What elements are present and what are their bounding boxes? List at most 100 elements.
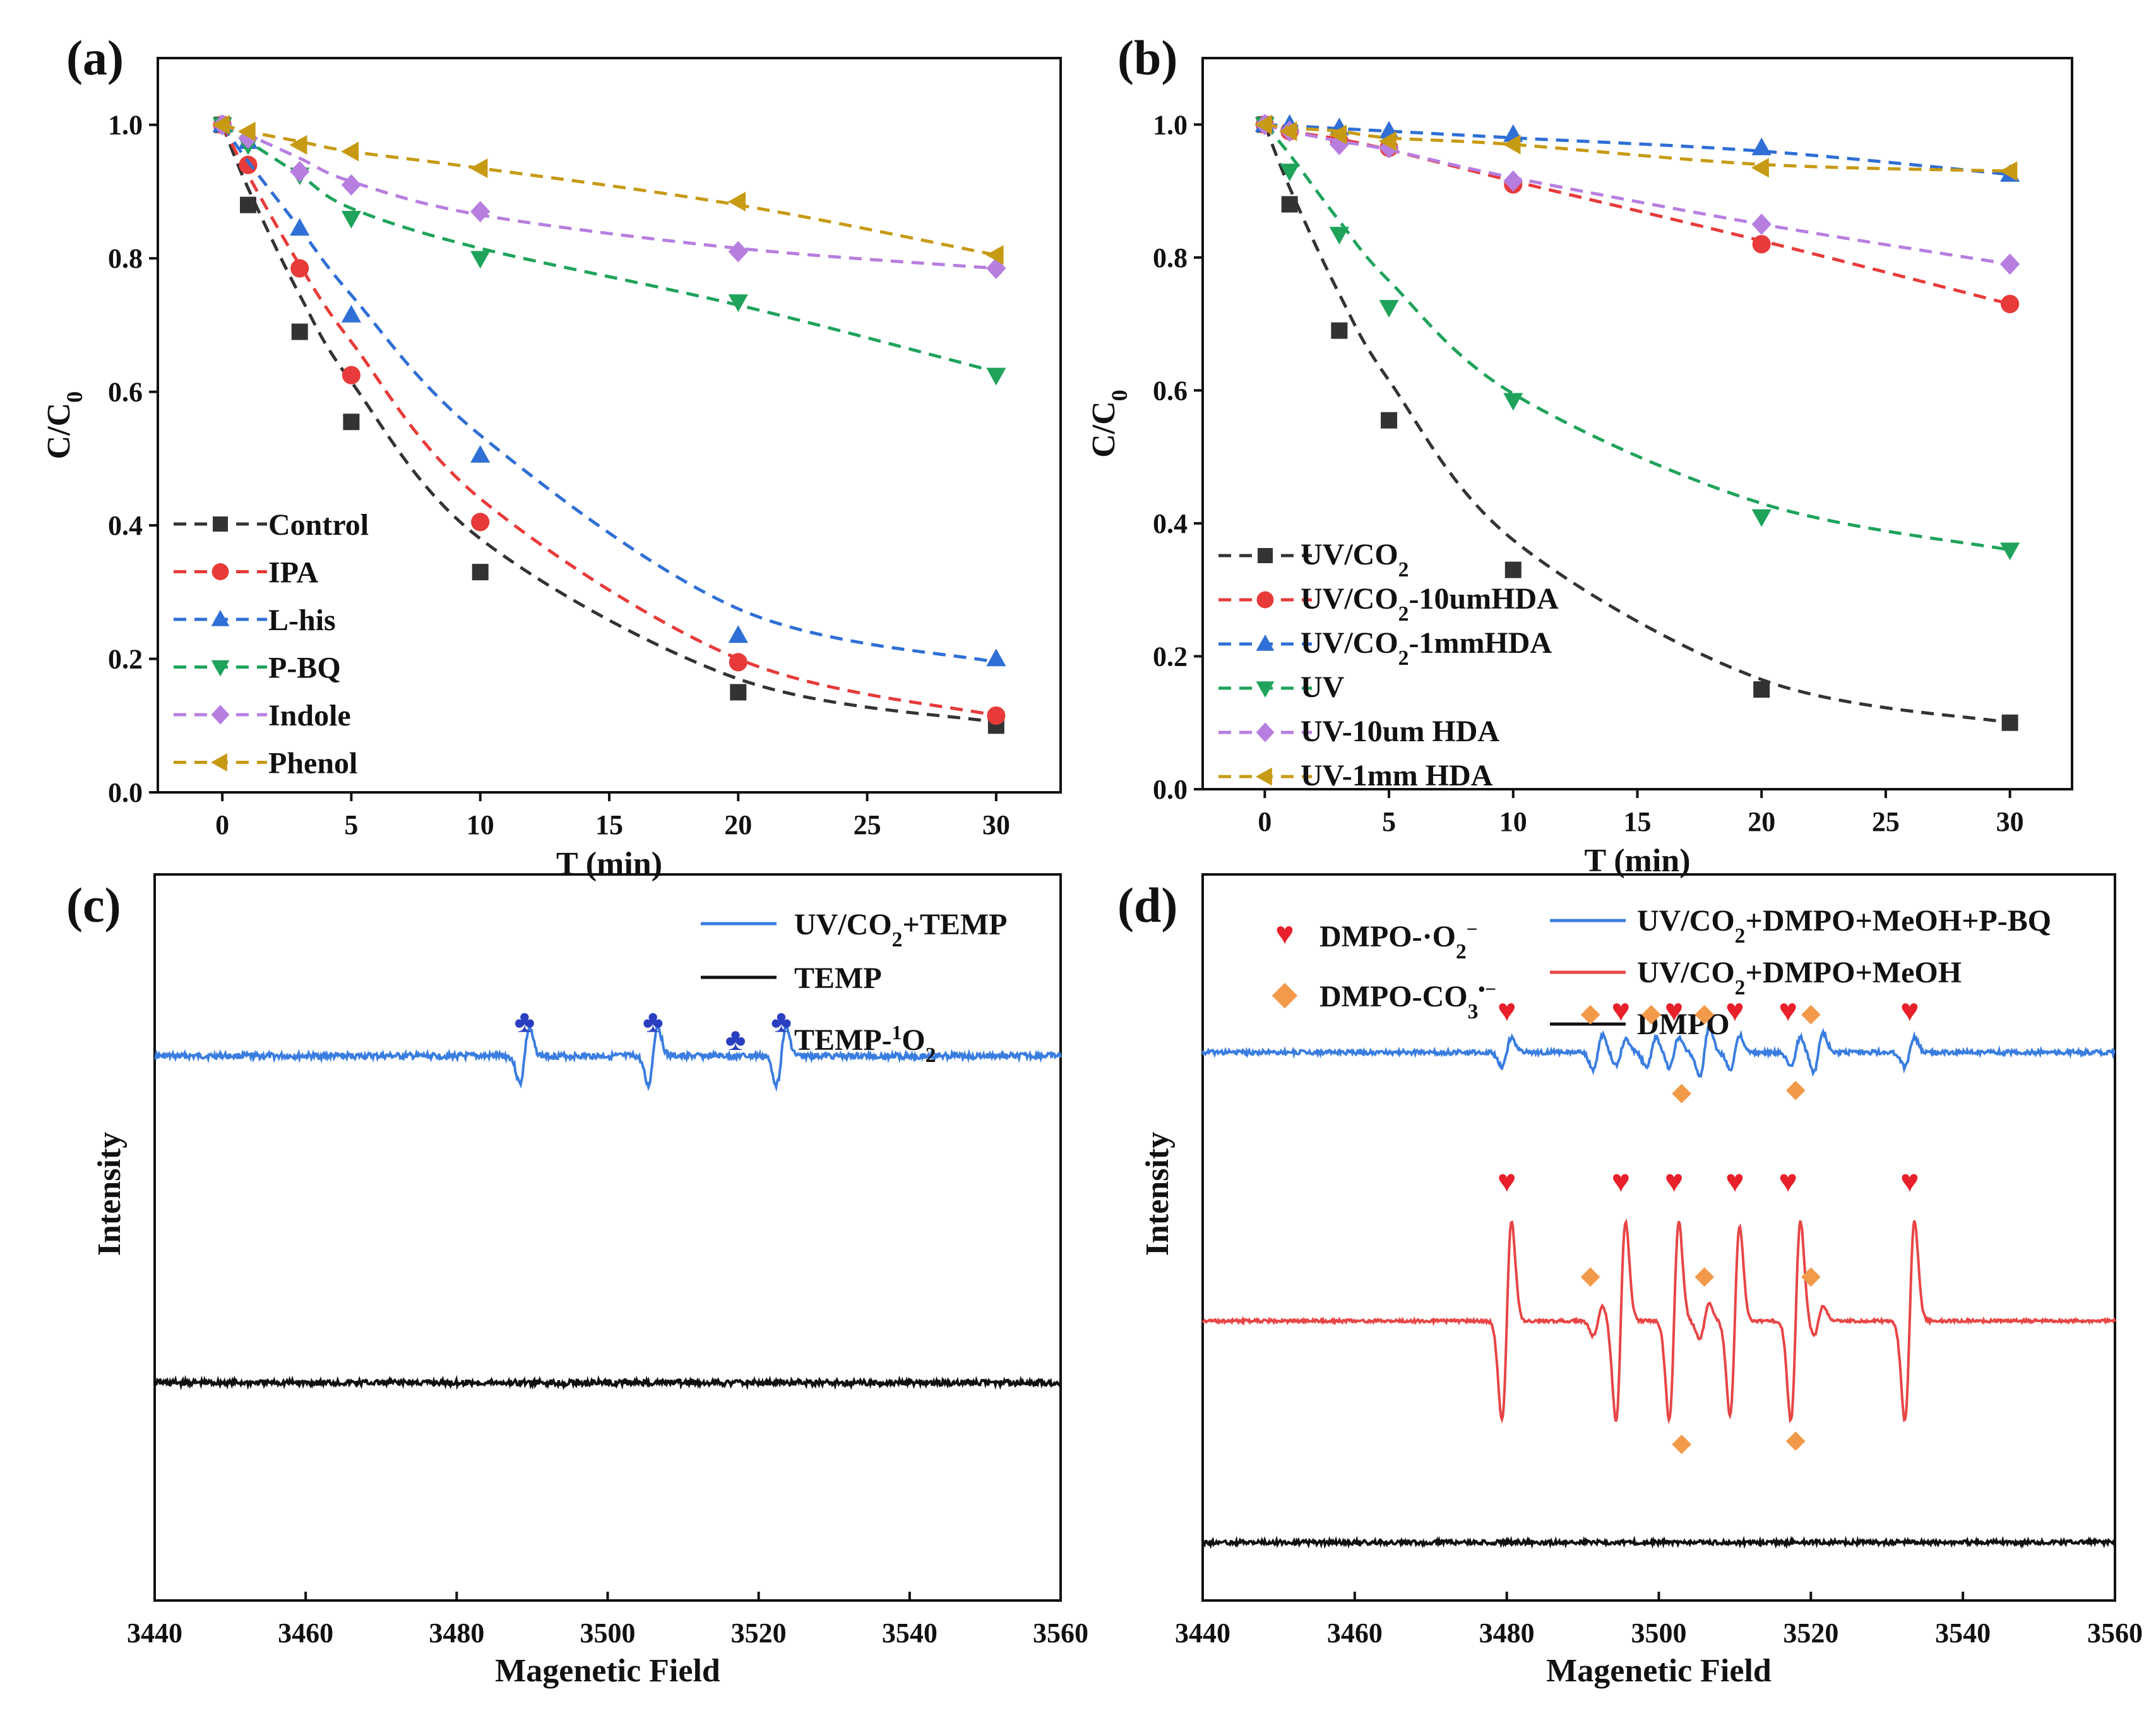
panel-d: (d) 3440 3460 3480 3500 3520 3540 3560 Magenetic…	[1117, 873, 2143, 1689]
club-icon: ♣	[515, 1004, 535, 1039]
legend-label: DMPO-·O2−	[1319, 918, 1478, 963]
y-tick-label: 1.0	[1153, 109, 1188, 140]
spectrum-1	[1201, 1218, 2116, 1424]
fit-line	[220, 124, 997, 724]
legend-marker	[213, 516, 228, 532]
y-tick-label: 0.4	[1153, 508, 1188, 539]
data-point	[341, 141, 359, 162]
legend-label: IPA	[268, 556, 318, 590]
y-tick-label: 0.2	[1153, 641, 1188, 672]
fit-line	[1264, 122, 2011, 266]
legend-marker	[1256, 681, 1275, 698]
legend-label: P-BQ	[268, 652, 341, 685]
x-tick-label: 25	[854, 809, 881, 840]
data-point	[2001, 714, 2018, 731]
y-tick-label: 0.0	[108, 777, 143, 808]
data-point	[1378, 131, 1397, 152]
x-tick-label: 15	[595, 809, 623, 840]
diamond-icon: ◆	[1672, 1079, 1691, 1106]
data-point	[240, 196, 256, 213]
y-tick-label: 0.8	[1153, 242, 1188, 273]
x-tick-label: 3540	[882, 1618, 938, 1648]
x-tick-label: 20	[1748, 806, 1775, 837]
heart-icon: ♥	[1900, 993, 1919, 1028]
x-axis-label: Magenetic Field	[495, 1653, 720, 1689]
x-tick-label: 30	[1996, 806, 2024, 837]
spectrum-1	[153, 1374, 1062, 1391]
x-tick-label: 3480	[429, 1618, 484, 1648]
x-axis-label: T (min)	[556, 846, 662, 882]
heart-icon: ♥	[1498, 993, 1516, 1028]
legend-marker	[211, 705, 230, 725]
legend-marker	[1258, 548, 1273, 563]
panel-label: (d)	[1117, 878, 1177, 933]
legend-label: TEMP	[794, 962, 882, 995]
legend-label: UV-1mm HDA	[1301, 759, 1493, 792]
data-point	[470, 251, 491, 269]
data-point	[1379, 300, 1399, 318]
fit-line	[1263, 124, 2011, 725]
fit-line	[1265, 122, 2010, 173]
x-tick-label: 3440	[127, 1618, 182, 1648]
heart-icon: ♥	[1611, 993, 1630, 1028]
x-axis-label: T (min)	[1584, 843, 1690, 879]
y-tick-label: 1.0	[108, 110, 143, 141]
series-5: Phenol	[174, 115, 1004, 780]
data-point	[341, 174, 362, 196]
legend-label: UV/CO2+TEMP	[794, 908, 1007, 951]
legend-label: Phenol	[268, 747, 357, 780]
legend-label: UV/CO2	[1301, 538, 1409, 581]
x-tick-label: 3440	[1175, 1618, 1230, 1648]
legend-label: Indole	[268, 699, 351, 732]
data-point	[470, 158, 488, 179]
data-point	[290, 160, 310, 182]
legend-label: UV/CO2-10umHDA	[1301, 582, 1559, 626]
diamond-icon: ◆	[1801, 1000, 1821, 1027]
x-tick-label: 30	[982, 809, 1010, 840]
data-point	[470, 201, 491, 223]
y-tick-label: 0.6	[108, 377, 143, 408]
fit-line	[1264, 122, 2011, 306]
diamond-icon: ◆	[1786, 1426, 1806, 1453]
legend-label: UV	[1301, 671, 1345, 704]
legend-label: UV-10um HDA	[1301, 715, 1499, 748]
data-point	[343, 414, 360, 431]
club-icon: ♣	[771, 1004, 792, 1039]
data-point	[730, 684, 747, 701]
heart-icon: ♥	[1725, 993, 1744, 1028]
panel-label: (c)	[66, 878, 121, 933]
diamond-icon: ◆	[1581, 1262, 1600, 1289]
y-axis-label: C/C0	[1086, 390, 1132, 458]
legend-marker	[1256, 591, 1274, 609]
data-point	[728, 241, 748, 263]
heart-icon: ♥	[1611, 1163, 1630, 1198]
data-point	[1280, 164, 1300, 182]
x-tick-label: 0	[1258, 806, 1272, 837]
series-0: Control	[174, 116, 1004, 734]
data-point	[1504, 561, 1522, 578]
legend-marker	[1256, 635, 1275, 651]
data-point	[1381, 412, 1398, 429]
x-tick-label: 5	[1382, 806, 1396, 837]
data-point	[1751, 509, 1772, 527]
data-point	[986, 367, 1006, 386]
data-point	[1503, 134, 1521, 155]
heart-icon: ♥	[1498, 1163, 1516, 1198]
legend-marker	[211, 563, 229, 580]
spectrum-2	[1202, 1535, 2116, 1549]
y-tick-label: 0.0	[1153, 774, 1188, 805]
diamond-icon: ◆	[1786, 1076, 1806, 1102]
data-point	[237, 121, 256, 141]
spectrum-0	[1201, 1023, 2116, 1078]
x-axis-label: Magenetic Field	[1546, 1653, 1772, 1689]
data-point	[987, 706, 1006, 725]
series-5: UV-1mm HDA	[1218, 114, 2018, 792]
data-point	[2000, 253, 2020, 275]
y-axis-label: Intensity	[1140, 1132, 1176, 1256]
x-tick-label: 3520	[731, 1618, 787, 1648]
heart-icon: ♥	[1725, 1163, 1744, 1198]
y-tick-label: 0.8	[108, 243, 143, 274]
x-tick-label: 3500	[580, 1618, 636, 1648]
legend-label: UV/CO2+DMPO+MeOH+P-BQ	[1637, 904, 2051, 948]
heart-icon: ♥	[1665, 993, 1684, 1028]
